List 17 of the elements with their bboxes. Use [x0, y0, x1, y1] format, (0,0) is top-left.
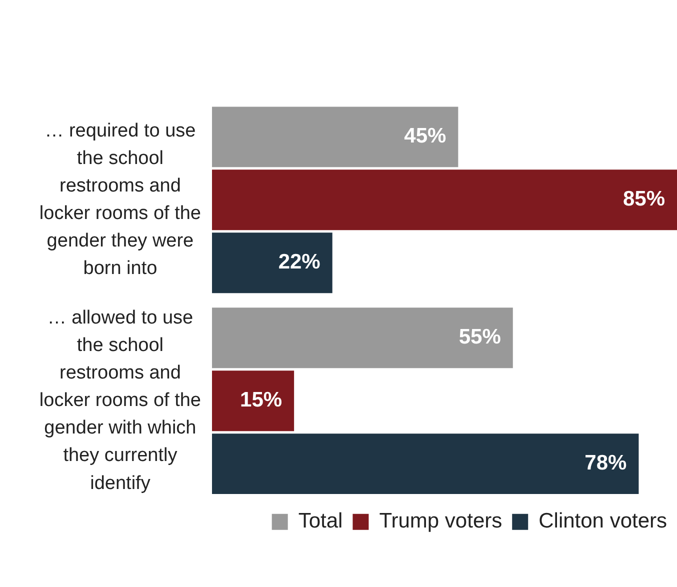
legend-label: Clinton voters	[538, 510, 667, 533]
data-label: 85%	[622, 188, 666, 211]
legend-label: Total	[298, 510, 343, 533]
data-label: 55%	[458, 326, 502, 349]
y-tick-label: … allowed to use the school restrooms and locker rooms of the gender with which they currently identify	[39, 307, 202, 494]
data-label: 15%	[240, 388, 282, 412]
bar	[212, 434, 639, 494]
bar	[212, 106, 458, 168]
data-label: 22%	[278, 250, 321, 274]
legend-label: Trump voters	[379, 510, 502, 533]
bar	[212, 232, 332, 294]
data-label: 78%	[584, 452, 628, 475]
data-label: 45%	[404, 124, 447, 148]
bar	[212, 370, 294, 432]
bar	[212, 308, 513, 368]
y-tick-label: … required to use the school restrooms and locker rooms of the gender they were born into	[39, 120, 202, 280]
bar	[212, 170, 677, 230]
